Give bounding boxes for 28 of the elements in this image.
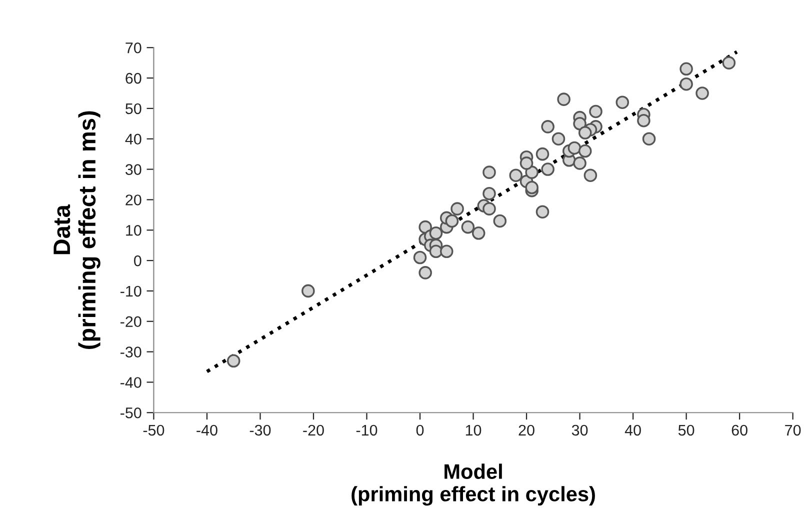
x-tick-label: 50 (678, 424, 694, 436)
y-tick-label: -20 (120, 316, 142, 328)
x-axis-title: Model (priming effect in cycles) (352, 464, 595, 506)
y-tick-label: 40 (125, 134, 142, 145)
x-tick-label: 60 (732, 424, 748, 436)
y-tick-label: 70 (126, 42, 142, 54)
x-tick-label: -40 (196, 424, 218, 436)
y-tick-label: -50 (120, 407, 142, 418)
x-tick-label: 70 (785, 424, 801, 436)
y-tick-label: -40 (120, 377, 142, 388)
x-tick-label: 40 (624, 424, 641, 436)
y-tick-label: 50 (126, 103, 142, 114)
y-tick-label: 0 (134, 255, 142, 266)
y-tick-label: 30 (125, 164, 142, 175)
x-tick-label: 30 (572, 424, 588, 436)
x-tick-label: 20 (518, 424, 534, 436)
y-tick-label: -10 (120, 286, 142, 297)
x-tick-label: 0 (416, 424, 424, 436)
y-tick-label: 60 (126, 72, 142, 84)
y-tick-label: -30 (120, 346, 142, 358)
x-tick-label: 10 (466, 424, 482, 436)
x-tick-label: -20 (303, 424, 324, 436)
x-tick-label: -30 (250, 424, 271, 436)
x-tick-label: -50 (143, 424, 164, 436)
x-tick-label: -10 (356, 424, 378, 436)
y-tick-label: 20 (126, 194, 142, 206)
y-tick-label: 10 (126, 224, 142, 236)
y-axis-title: Data (priming effect in ms) (54, 111, 100, 349)
